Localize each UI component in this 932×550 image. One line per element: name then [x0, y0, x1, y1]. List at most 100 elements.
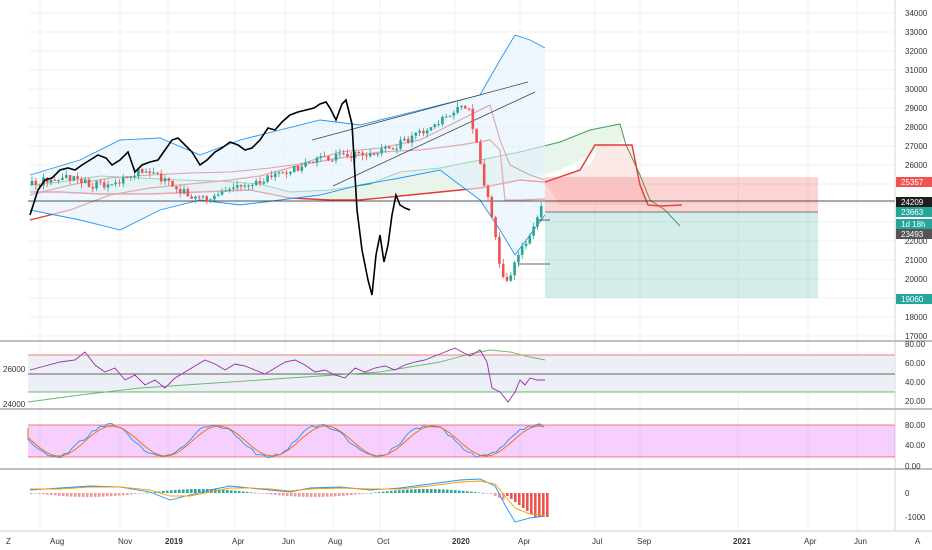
macd-histogram-bar — [530, 493, 533, 514]
candle-body — [444, 116, 448, 118]
macd-histogram-bar — [166, 490, 169, 493]
candle-body — [34, 181, 38, 185]
candle-body — [118, 182, 121, 184]
candle-body — [330, 160, 334, 162]
candle-body — [357, 151, 361, 153]
price-axis-tick: 17000 — [905, 332, 928, 341]
macd-signal-line — [30, 480, 546, 517]
price-pane[interactable] — [28, 34, 895, 298]
macd-histogram-bar — [454, 490, 457, 493]
candle-body — [228, 189, 231, 191]
candle-body — [121, 177, 125, 184]
candle-body — [456, 106, 459, 113]
candle-body — [467, 108, 471, 110]
candle-body — [53, 179, 57, 181]
candle-body — [254, 180, 258, 185]
candle-body — [38, 184, 41, 186]
candle-body — [186, 189, 190, 197]
price-tag: 24209 — [896, 197, 932, 207]
macd-histogram-bar — [278, 493, 281, 496]
candle-body — [311, 161, 315, 163]
candle-body — [49, 179, 53, 183]
candle-body — [441, 116, 444, 125]
time-axis[interactable]: Aug Nov 2019 Apr Jun Aug Oct 2020 Apr Jul Sep 2021 A… — [6, 537, 921, 546]
rsi-pane[interactable] — [27, 347, 895, 403]
macd-histogram-bar — [374, 492, 377, 494]
macd-histogram-bar — [474, 492, 477, 493]
candle-body — [258, 180, 262, 184]
time-axis-label: Jul — [592, 537, 602, 546]
price-axis-tick: 34000 — [905, 9, 928, 18]
price-tag-bg — [896, 177, 932, 187]
macd-histogram-bar — [386, 491, 389, 493]
price-axis-tick: 18000 — [905, 313, 928, 322]
macd-histogram-bar — [394, 490, 397, 493]
candle-body — [410, 135, 414, 143]
price-axis-tick: 28000 — [905, 123, 928, 132]
candle-body — [205, 196, 209, 202]
price-tag-bg — [896, 197, 932, 207]
macd-pane[interactable] — [29, 478, 549, 523]
candle-body — [80, 178, 83, 184]
candle-body — [509, 275, 513, 281]
macd-histogram-bar — [510, 493, 513, 499]
candle-body — [292, 166, 296, 172]
indicator-axes: 80.00 60.00 40.00 20.00 26000 24000 80.00 40.00… — [3, 340, 926, 522]
macd-histogram-bar — [294, 493, 297, 497]
auto-scale-button[interactable]: A — [915, 537, 921, 546]
candle-body — [194, 196, 197, 199]
price-tag-bg — [896, 207, 932, 217]
macd-histogram-bar — [254, 492, 257, 494]
time-axis-label: Jun — [282, 537, 295, 546]
take-profit-zone[interactable] — [545, 212, 818, 298]
macd-histogram-bar — [518, 493, 521, 505]
macd-histogram-bar — [102, 493, 105, 497]
bollinger-lower — [29, 169, 546, 256]
price-tag-label: 24209 — [901, 198, 924, 207]
candle-body — [376, 153, 380, 155]
macd-histogram-bar — [106, 493, 109, 497]
candle-body — [539, 205, 543, 218]
candle-body — [384, 146, 387, 149]
price-tag: 19060 — [896, 294, 932, 304]
candle-body — [57, 179, 60, 181]
candle-body — [433, 124, 437, 128]
candle-body — [479, 142, 482, 164]
stochastic-pane[interactable] — [27, 423, 895, 459]
time-axis-label: Oct — [377, 537, 390, 546]
macd-histogram-bar — [486, 493, 489, 494]
bollinger-upper — [29, 34, 546, 176]
candle-body — [463, 105, 467, 109]
candle-body — [338, 153, 342, 155]
macd-histogram-bar — [122, 493, 125, 496]
candle-body — [87, 179, 91, 187]
candlesticks — [30, 102, 543, 283]
macd-histogram-bar — [110, 493, 113, 497]
macd-histogram-bar — [218, 489, 221, 493]
macd-histogram-bar — [366, 493, 369, 494]
price-tag: 23663 — [896, 207, 932, 217]
time-axis-label: Sep — [637, 537, 652, 546]
macd-histogram-bar — [86, 493, 89, 497]
macd-histogram-bar — [270, 493, 273, 495]
candle-body — [171, 180, 174, 187]
stoch-axis-tick: 40.00 — [905, 441, 926, 450]
candle-body — [159, 173, 163, 182]
candle-body — [209, 199, 212, 202]
stop-loss-zone[interactable] — [545, 177, 818, 212]
price-axis[interactable]: 34000 33000 32000 31000 30000 29000 28000 27000… — [905, 9, 928, 341]
timezone-button[interactable]: Z — [6, 537, 11, 546]
rsi-axis-tick: 80.00 — [905, 340, 926, 349]
price-tag-bg — [896, 294, 932, 304]
macd-histogram-bar — [138, 493, 141, 494]
candle-body — [247, 185, 250, 187]
macd-histogram-bar — [54, 493, 57, 496]
price-tag: 23493 — [896, 229, 932, 239]
price-axis-tick: 21000 — [905, 256, 928, 265]
macd-line — [29, 478, 546, 523]
macd-histogram-bar — [334, 493, 337, 497]
macd-histogram-bar — [126, 493, 129, 495]
macd-histogram-bar — [350, 493, 353, 496]
candle-body — [315, 157, 319, 163]
